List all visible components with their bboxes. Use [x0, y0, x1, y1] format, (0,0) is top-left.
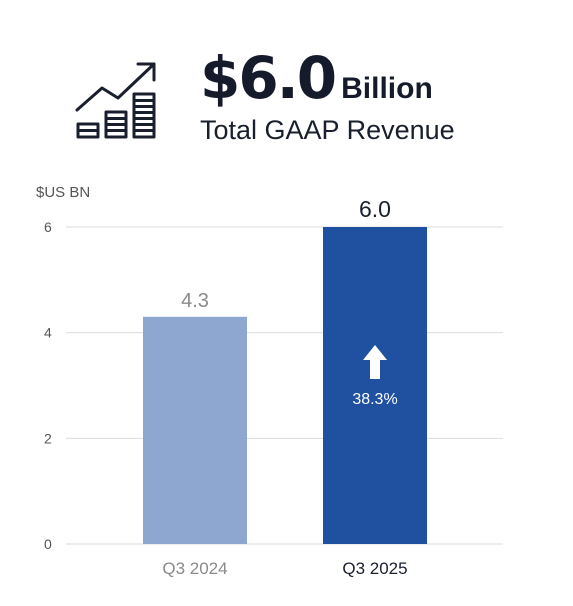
y-tick-label: 0 [44, 536, 52, 552]
bar-chart-trend-up-icon [75, 62, 156, 139]
headline-value: $6.0 [200, 44, 337, 112]
bar-value-label: 6.0 [359, 196, 391, 222]
bar [323, 227, 427, 544]
bar [143, 316, 247, 544]
y-axis-label: $US BN [36, 184, 90, 201]
growth-percent-label: 38.3% [352, 391, 397, 408]
y-tick-label: 2 [44, 430, 52, 446]
y-tick-label: 4 [44, 325, 52, 341]
x-tick-label: Q3 2025 [342, 559, 407, 578]
revenue-bar-chart: $US BN 0 2 4 6 4.3 Q3 2024 6.0 Q3 2025 38.3% [36, 184, 503, 578]
arrow-up-icon [363, 345, 387, 379]
headline-unit: Billion [341, 72, 433, 105]
bar-value-label: 4.3 [181, 290, 209, 312]
headline-subtitle: Total GAAP Revenue [200, 115, 455, 145]
headline: $6.0 Billion [200, 44, 433, 112]
y-tick-label: 6 [44, 219, 52, 235]
header: $6.0 Billion Total GAAP Revenue [0, 0, 573, 160]
x-tick-label: Q3 2024 [162, 559, 227, 578]
